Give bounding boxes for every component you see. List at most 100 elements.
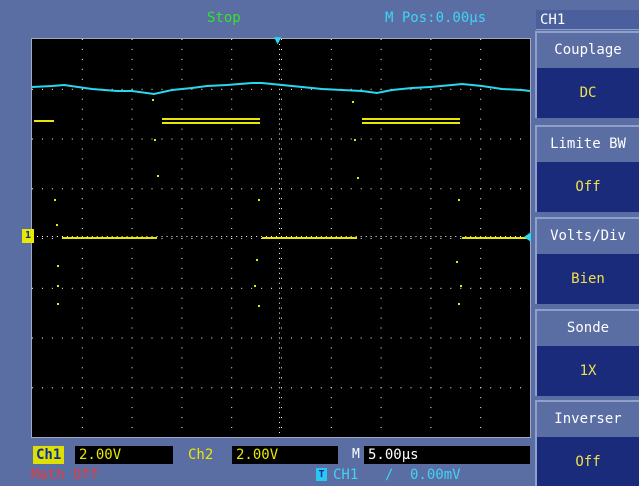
graticule-dot [430,138,432,140]
graticule-dot [380,337,382,339]
graticule-dot [221,138,223,140]
graticule-dot [510,387,512,389]
graticule-dot [500,287,502,289]
graticule-dot [279,412,280,414]
graticule-dot [231,357,233,359]
graticule-dot [32,337,33,339]
menu-probe[interactable]: Sonde 1X [535,309,639,396]
graticule-dot [330,108,332,110]
graticule-dot [51,88,53,90]
graticule-dot [380,317,382,319]
graticule-dot [430,198,432,200]
graticule-dot [81,247,83,249]
graticule-dot [161,337,163,339]
graticule-dot [365,236,367,237]
graticule-dot [279,113,280,115]
graticule-dot [340,188,342,190]
graticule-dot [430,377,432,379]
graticule-dot [46,236,48,237]
m-pos-readout: M Pos:0.00µs [385,10,486,26]
graticule-dot [281,198,282,200]
graticule-dot [360,238,362,239]
graticule-dot [141,337,143,339]
graticule-dot [430,317,432,319]
menu-volts-div[interactable]: Volts/Div Bien [535,217,639,304]
graticule-dot [325,236,327,237]
graticule-dot [430,39,432,40]
graticule-dot [171,337,173,339]
graticule-dot [380,257,382,259]
graticule-dot [420,337,422,339]
graticule-dot [161,188,163,190]
graticule-dot [480,357,482,359]
menu-coupling[interactable]: Couplage DC [535,31,639,118]
graticule-dot [330,138,332,140]
graticule-dot [241,188,243,190]
graticule-dot [380,407,382,409]
graticule-dot [279,332,280,334]
graticule-dot [71,236,73,237]
menu-bandwidth-limit-value: Off [575,179,601,195]
graticule-dot [380,68,382,70]
graticule-dot [500,236,502,237]
graticule-dot [510,236,512,237]
graticule-dot [131,158,133,160]
graticule-dot [51,188,53,190]
graticule-dot [385,236,387,237]
graticule-dot [81,98,83,100]
graticule-dot [450,236,452,237]
graticule-dot [279,392,280,394]
graticule-dot [191,88,193,90]
graticule-dot [281,168,282,170]
graticule-dot [51,287,53,289]
graticule-dot [151,387,153,389]
graticule-dot [450,138,452,140]
graticule-dot [131,287,133,289]
graticule-dot [430,337,432,339]
graticule-dot [380,387,382,389]
graticule-dot [281,287,282,289]
graticule-dot [380,218,382,220]
graticule-dot [176,236,178,237]
graticule-dot [335,236,337,237]
graticule-dot [81,236,83,237]
graticule-dot [111,88,113,90]
graticule-dot [231,307,233,309]
graticule-dot [470,88,472,90]
graticule-dot [350,138,352,140]
graticule-dot [420,287,422,289]
graticule-dot [116,236,118,237]
menu-invert[interactable]: Inverser Off [535,400,639,486]
graticule-dot [279,73,280,75]
graticule-dot [520,287,521,289]
graticule-dot [330,208,332,210]
graticule-dot [380,327,382,329]
graticule-dot [81,337,83,339]
graticule-dot [171,238,173,239]
graticule-dot [360,88,362,90]
graticule-dot [510,337,512,339]
graticule-dot [181,208,183,210]
graticule-dot [81,397,83,399]
graticule-dot [380,277,382,279]
menu-bandwidth-limit[interactable]: Limite BW Off [535,125,639,212]
graticule-dot [390,287,392,289]
graticule-dot [450,387,452,389]
graticule-dot [430,417,432,419]
graticule-dot [430,98,432,100]
graticule-dot [450,337,452,339]
menu-probe-label: Sonde [537,311,639,346]
graticule-dot [141,236,143,237]
graticule-dot [300,88,302,90]
graticule-grid [32,39,526,433]
graticule-dot [181,257,183,259]
graticule-dot [460,387,462,389]
graticule-dot [330,218,332,220]
graticule-dot [330,48,332,50]
menu-coupling-label: Couplage [537,33,639,68]
graticule-dot [231,218,233,220]
graticule-dot [131,198,133,200]
graticule-dot [380,247,382,249]
graticule-dot [300,138,302,140]
graticule-dot [330,307,332,309]
